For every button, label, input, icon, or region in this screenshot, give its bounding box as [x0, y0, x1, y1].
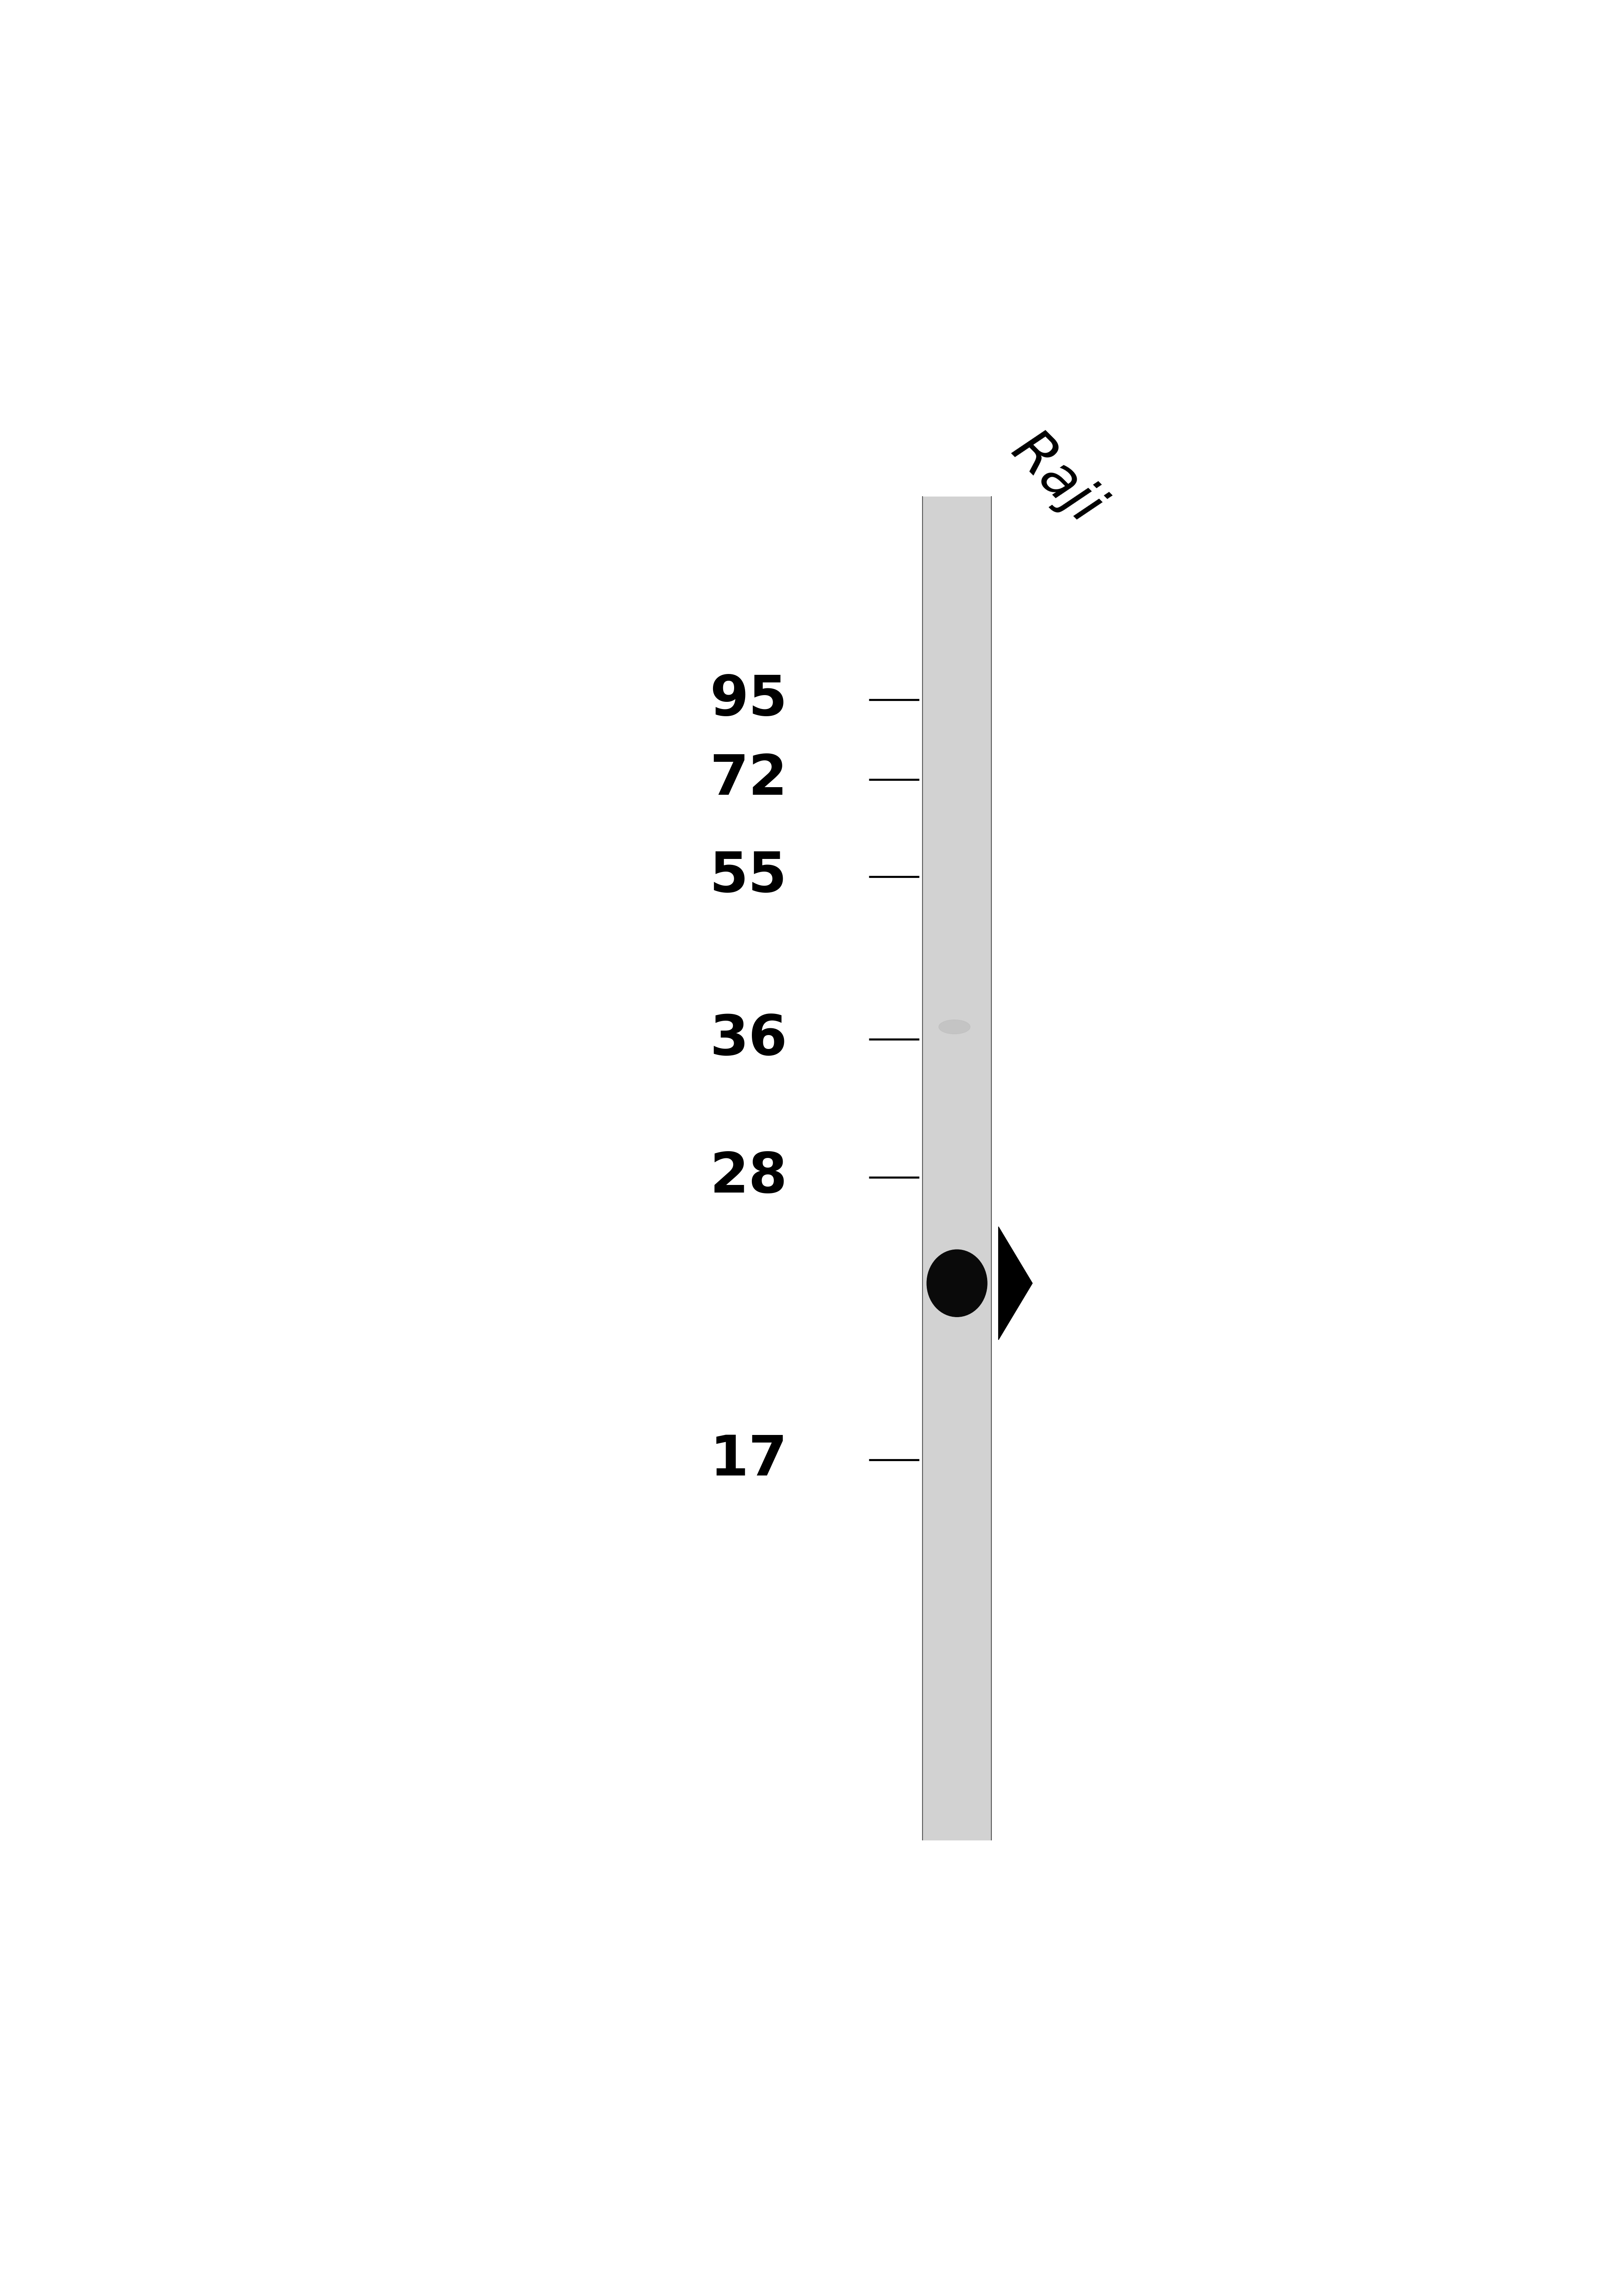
Ellipse shape — [926, 1249, 988, 1318]
Text: 28: 28 — [710, 1150, 787, 1203]
Text: 17: 17 — [710, 1433, 787, 1488]
Text: 55: 55 — [710, 850, 787, 902]
Ellipse shape — [939, 1019, 970, 1033]
Bar — [923, 496, 991, 1839]
Polygon shape — [999, 1226, 1032, 1341]
Text: 72: 72 — [710, 753, 787, 806]
Text: 95: 95 — [709, 673, 787, 726]
Text: 36: 36 — [710, 1013, 787, 1065]
Text: Raji: Raji — [1001, 422, 1113, 535]
